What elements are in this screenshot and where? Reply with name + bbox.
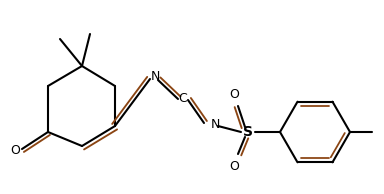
Text: C: C xyxy=(179,93,187,106)
Text: N: N xyxy=(210,119,220,132)
Text: S: S xyxy=(243,125,253,139)
Text: O: O xyxy=(229,159,239,172)
Text: O: O xyxy=(10,144,20,157)
Text: O: O xyxy=(229,87,239,100)
Text: N: N xyxy=(150,70,160,83)
